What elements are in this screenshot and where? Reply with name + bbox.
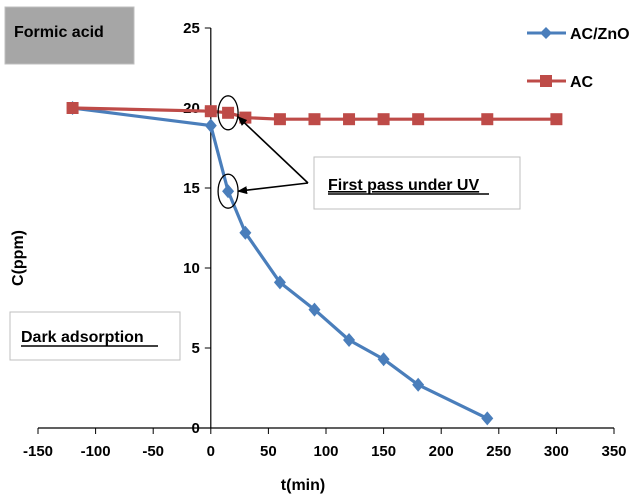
y-tick-label: 0 [191,420,199,437]
axes-layer: -150 -100 -50 0 50 100 150 200 250 300 350 0 5 10 15 20… [23,20,627,460]
data-point-ac [273,113,286,126]
dark-adsorption-box [9,311,181,361]
callout-arrow [237,116,309,184]
callout-ellipse [217,95,239,131]
data-point-ac [66,102,79,114]
y-tick-label: 25 [183,20,200,37]
data-point-ac-zno [343,333,356,347]
data-point-ac-zno [273,275,286,290]
x-tick-label: 300 [544,443,569,460]
legend-marker-ac-zno [540,27,552,39]
data-point-ac-zno [308,302,321,317]
legend-label-ac: AC [570,74,594,91]
data-point-ac [343,113,356,126]
y-tick-label: 5 [191,340,199,357]
formic-acid-label: Formic acid [14,24,104,41]
series-line-ac-zno [72,106,488,420]
data-point-ac-zno [481,411,494,426]
annotations-layer [217,95,309,209]
data-point-ac [308,113,321,126]
data-point-ac [550,113,563,126]
data-point-ac-zno [412,377,425,392]
y-tick-label: 10 [183,260,200,277]
x-tick-label: 100 [313,443,338,460]
formic-acid-box [4,6,135,65]
series-layer [66,101,563,426]
data-point-ac [204,105,217,118]
x-tick-label: 250 [486,443,511,460]
y-tick-label: 15 [183,180,200,197]
data-point-ac [222,106,235,119]
x-tick-label: 0 [207,443,215,460]
data-point-ac [481,113,494,126]
dark-adsorption-label: Dark adsorption [21,329,144,346]
x-tick-label: 150 [371,443,396,460]
y-tick-label: 20 [183,100,200,117]
data-point-ac [377,113,390,126]
legend-label-ac-zno: AC/ZnO [570,26,630,43]
x-tick-label: -50 [142,443,164,460]
x-tick-label: 200 [429,443,454,460]
first-pass-box [313,156,521,210]
first-pass-label: First pass under UV [328,177,479,194]
x-tick-label: 50 [260,443,277,460]
data-point-ac-zno [377,352,390,367]
x-tick-label: -150 [23,443,53,460]
legend-marker-ac [540,75,552,87]
data-point-ac-zno [239,225,252,240]
legend: AC/ZnO AC [527,26,630,91]
data-point-ac-zno [204,118,217,133]
callout-arrow [237,182,309,195]
data-point-ac-zno [222,184,235,199]
x-axis-title: t(min) [281,477,325,494]
data-point-ac [412,113,425,126]
y-axis-title: C(ppm) [10,230,27,286]
x-tick-label: 350 [601,443,626,460]
data-point-ac [239,111,252,124]
x-tick-label: -100 [81,443,111,460]
